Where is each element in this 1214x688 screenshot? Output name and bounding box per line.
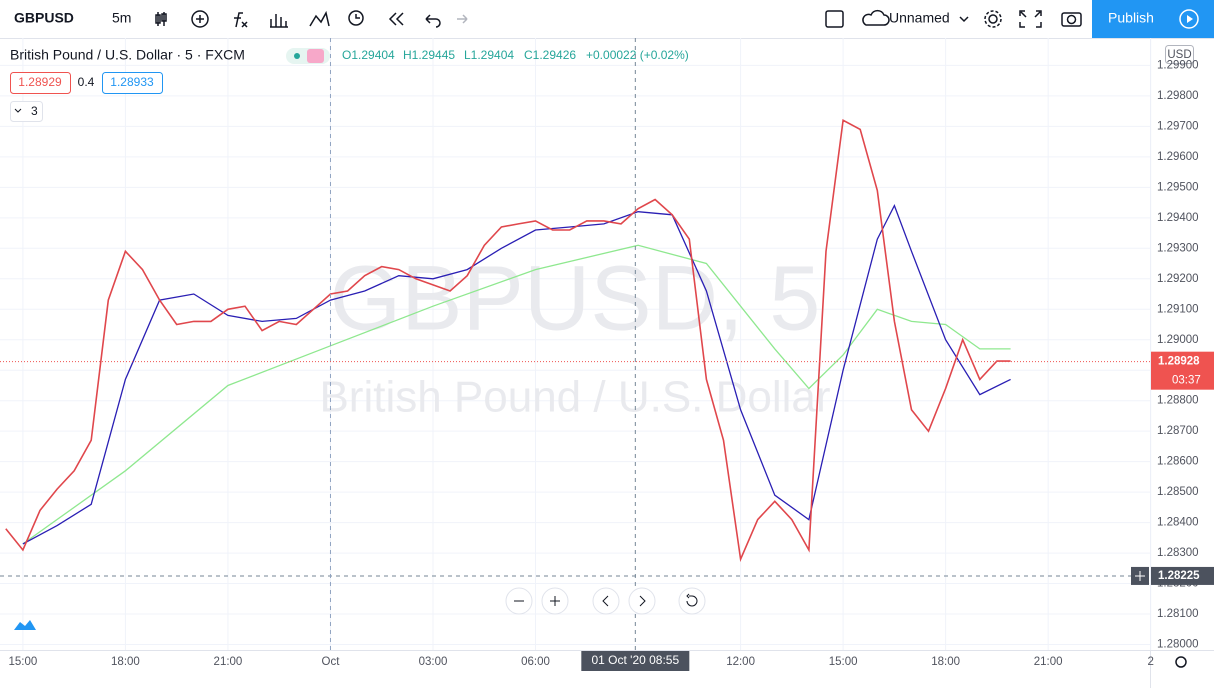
chevron <box>14 108 22 113</box>
x-tick-label: 21:00 <box>214 656 243 668</box>
y-tick-label: 1.29800 <box>1157 90 1199 102</box>
currency-box[interactable] <box>1165 45 1194 64</box>
legend-low: L1.29404 <box>464 48 514 62</box>
interval[interactable]: 5m <box>112 10 131 26</box>
y-tick-label: 1.28800 <box>1157 395 1199 407</box>
price-line <box>5 119 1011 563</box>
bid-box[interactable] <box>10 72 71 94</box>
last-price: 1.28928 <box>1158 356 1200 368</box>
x-tick-label: 2 <box>1147 656 1153 668</box>
crosshair-price: 1.28225 <box>1158 570 1200 582</box>
y-tick-label: 1.29100 <box>1157 303 1199 315</box>
indicators-count: 3 <box>31 104 38 118</box>
toolbar-icons[interactable] <box>155 9 1082 28</box>
bid: 1.28929 <box>18 75 62 89</box>
x-tick-label: Oct <box>322 656 341 668</box>
spread: 0.4 <box>78 75 95 89</box>
currency: USD <box>1167 49 1191 61</box>
y-tick-label: 1.29700 <box>1157 120 1199 132</box>
y-tick-label: 1.29600 <box>1157 151 1199 163</box>
countdown: 03:37 <box>1172 375 1201 387</box>
y-tick-label: 1.29900 <box>1157 59 1199 71</box>
y-tick-label: 1.28600 <box>1157 456 1199 468</box>
y-tick-label: 1.28400 <box>1157 517 1199 529</box>
play-triangle <box>1187 15 1193 23</box>
y-tick-label: 1.29200 <box>1157 273 1199 285</box>
publish-label[interactable]: Publish <box>1108 10 1154 26</box>
y-tick-label: 1.28500 <box>1157 486 1199 498</box>
replay-badge <box>307 49 324 63</box>
x-tick-label: 15:00 <box>9 656 38 668</box>
y-tick-label: 1.29300 <box>1157 242 1199 254</box>
legend-title: British Pound / U.S. Dollar · 5 · FXCM <box>10 47 245 63</box>
watermark-description: British Pound / U.S. Dollar <box>319 373 830 422</box>
x-tick-label: 15:00 <box>829 656 858 668</box>
status-dot <box>294 53 300 59</box>
publish-button[interactable] <box>1092 0 1214 38</box>
layout-name[interactable]: Unnamed <box>889 10 950 26</box>
play-icon[interactable] <box>1179 9 1199 29</box>
legend-open: O1.29404 <box>342 48 395 62</box>
x-tick-label: 18:00 <box>111 656 140 668</box>
watermark-symbol: GBPUSD, 5 <box>330 247 821 349</box>
legend-change: +0.00022 (+0.02%) <box>586 48 689 62</box>
y-tick-label: 1.28100 <box>1157 608 1199 620</box>
last-price-box <box>1151 351 1214 390</box>
symbol[interactable]: GBPUSD <box>14 10 74 26</box>
indicators-toggle[interactable] <box>10 101 43 122</box>
y-tick-label: 1.28300 <box>1157 547 1199 559</box>
crosshair-price-box <box>1151 566 1214 585</box>
legend-high: H1.29445 <box>403 48 455 62</box>
toolbar <box>0 0 1214 38</box>
x-tick-label: 18:00 <box>931 656 960 668</box>
x-tick-label: 03:00 <box>419 656 448 668</box>
y-tick-label: 1.29400 <box>1157 212 1199 224</box>
settings-icon[interactable] <box>1175 656 1187 668</box>
y-tick-label: 1.29500 <box>1157 181 1199 193</box>
crosshair-time: 01 Oct '20 08:55 <box>591 653 679 667</box>
y-tick-label: 1.29000 <box>1157 334 1199 346</box>
tv-logo <box>14 620 36 630</box>
y-tick-label: 1.28700 <box>1157 425 1199 437</box>
y-tick-label: 1.28000 <box>1157 639 1199 651</box>
legend-close: C1.29426 <box>524 48 576 62</box>
plus-icon <box>1135 570 1145 581</box>
ask-box[interactable] <box>102 72 163 94</box>
price-line <box>22 203 1011 545</box>
ask: 1.28933 <box>110 75 154 89</box>
x-tick-label: 21:00 <box>1034 656 1063 668</box>
x-tick-label: 12:00 <box>726 656 755 668</box>
nav-buttons[interactable] <box>505 587 706 615</box>
price-line <box>22 244 1011 545</box>
x-tick-label: 06:00 <box>521 656 550 668</box>
crosshair-time-box <box>581 651 690 671</box>
